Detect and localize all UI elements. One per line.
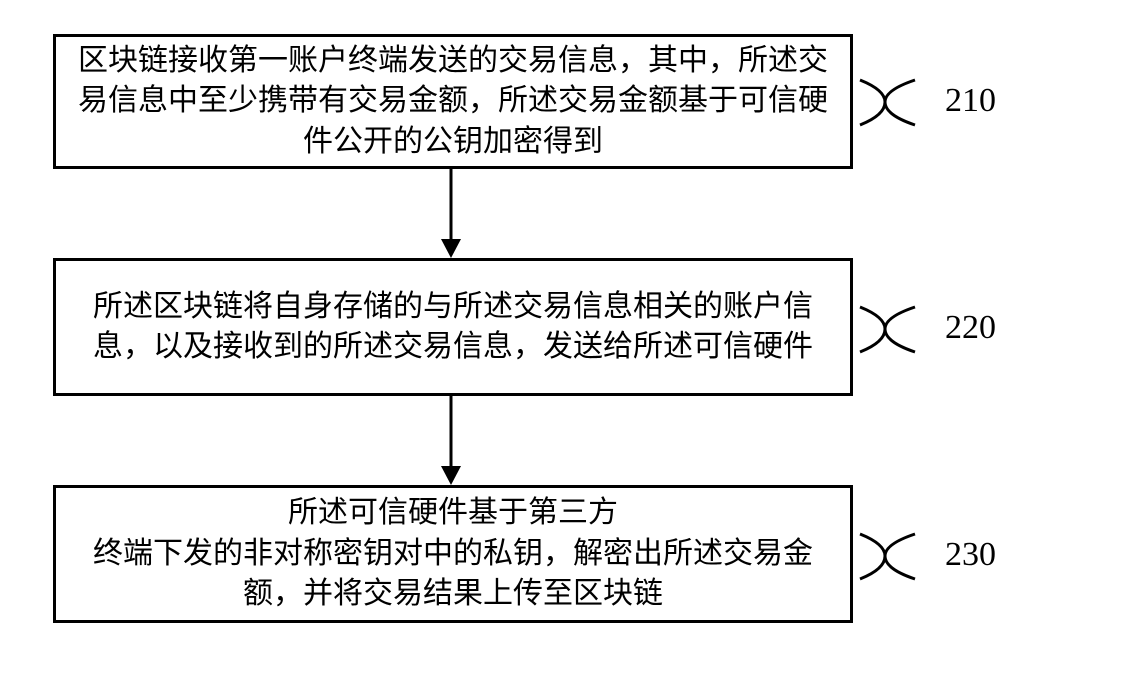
flowchart-step-1-text: 区块链接收第一账户终端发送的交易信息，其中，所述交易信息中至少携带有交易金额，所… [76, 41, 830, 163]
flowchart-step-1: 区块链接收第一账户终端发送的交易信息，其中，所述交易信息中至少携带有交易金额，所… [53, 34, 853, 169]
step-label-220: 220 [945, 309, 996, 347]
flowchart-step-3: 所述可信硬件基于第三方终端下发的非对称密钥对中的私钥，解密出所述交易金额，并将交… [53, 485, 853, 623]
connector-curve-2 [855, 302, 935, 357]
flowchart-step-2-text: 所述区块链将自身存储的与所述交易信息相关的账户信息，以及接收到的所述交易信息，发… [76, 287, 830, 368]
arrow-1-to-2 [430, 169, 472, 258]
arrow-2-to-3 [430, 396, 472, 485]
step-label-210: 210 [945, 82, 996, 120]
connector-curve-1 [855, 75, 935, 130]
flowchart-step-3-text: 所述可信硬件基于第三方终端下发的非对称密钥对中的私钥，解密出所述交易金额，并将交… [76, 493, 830, 615]
step-label-230: 230 [945, 536, 996, 574]
connector-curve-3 [855, 529, 935, 584]
flowchart-step-2: 所述区块链将自身存储的与所述交易信息相关的账户信息，以及接收到的所述交易信息，发… [53, 258, 853, 396]
